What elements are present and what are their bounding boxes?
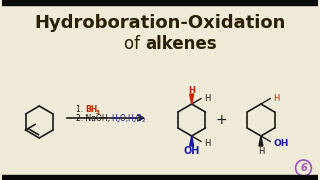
Polygon shape	[190, 94, 194, 104]
Text: O,: O,	[120, 114, 131, 123]
Polygon shape	[259, 136, 263, 146]
Text: 2: 2	[141, 118, 145, 123]
Text: OH: OH	[273, 138, 289, 147]
Text: 2. NaOH,: 2. NaOH,	[76, 114, 112, 123]
Text: 2: 2	[132, 118, 136, 123]
Text: H: H	[258, 147, 264, 156]
Text: 6: 6	[300, 163, 307, 173]
Text: H: H	[204, 138, 210, 147]
Text: of: of	[124, 35, 145, 53]
Polygon shape	[190, 136, 194, 146]
Text: H: H	[188, 86, 195, 94]
Text: 3: 3	[96, 109, 100, 114]
Text: BH: BH	[85, 105, 97, 114]
Text: OH: OH	[183, 146, 200, 156]
Text: O: O	[136, 114, 142, 123]
Text: 2: 2	[116, 118, 120, 123]
Text: H: H	[204, 93, 210, 102]
Text: H: H	[111, 114, 117, 123]
Bar	[2, 0, 318, 5]
Text: +: +	[216, 113, 227, 127]
Bar	[2, 175, 318, 180]
Text: Hydroboration-Oxidation: Hydroboration-Oxidation	[34, 14, 286, 32]
Text: alkenes: alkenes	[145, 35, 217, 53]
Text: 1.: 1.	[76, 105, 85, 114]
Text: H: H	[127, 114, 133, 123]
Text: H: H	[273, 93, 280, 102]
